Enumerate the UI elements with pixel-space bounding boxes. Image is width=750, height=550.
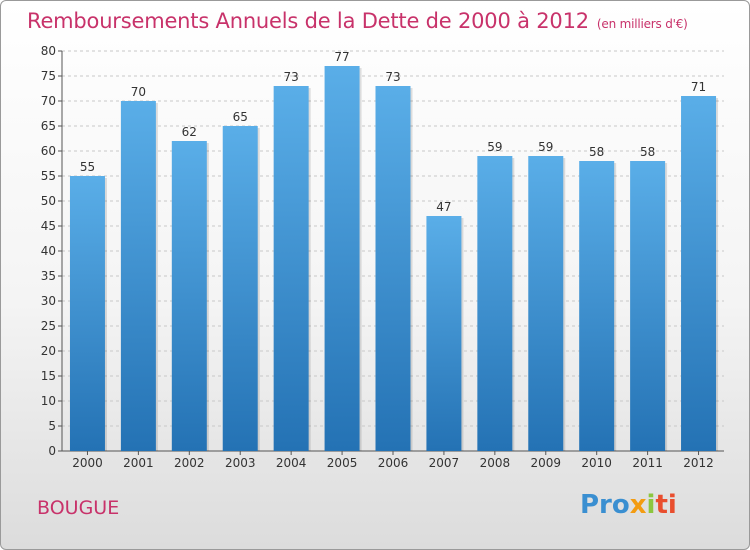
bar: [324, 66, 360, 451]
y-tick-label: 25: [41, 319, 56, 333]
bar-value-label: 55: [80, 160, 95, 174]
logo-part: ti: [655, 490, 677, 520]
bar-value-label: 58: [640, 145, 655, 159]
y-tick-label: 10: [41, 394, 56, 408]
x-tick-label: 2012: [683, 456, 714, 470]
bar: [477, 156, 513, 451]
x-tick-label: 2002: [174, 456, 205, 470]
logo-part: x: [629, 490, 647, 520]
y-tick-label: 45: [41, 219, 56, 233]
bar: [69, 176, 105, 451]
y-tick-label: 15: [41, 369, 56, 383]
x-tick-label: 2009: [530, 456, 561, 470]
bar-value-label: 65: [233, 110, 248, 124]
x-tick-label: 2003: [225, 456, 256, 470]
logo-part: i: [646, 490, 656, 520]
x-tick-label: 2010: [581, 456, 612, 470]
bar: [171, 141, 207, 451]
bar-value-label: 59: [538, 140, 553, 154]
bar: [120, 101, 156, 451]
x-tick-label: 2001: [123, 456, 154, 470]
bar: [630, 161, 666, 451]
x-tick-label: 2000: [72, 456, 103, 470]
y-tick-label: 70: [41, 94, 56, 108]
bar-value-label: 59: [487, 140, 502, 154]
bar-value-label: 47: [436, 200, 451, 214]
y-tick-label: 65: [41, 119, 56, 133]
bar-value-label: 71: [691, 80, 706, 94]
y-tick-label: 20: [41, 344, 56, 358]
bar: [579, 161, 615, 451]
x-tick-label: 2011: [632, 456, 663, 470]
bars: [69, 66, 719, 451]
bar-value-label: 62: [182, 125, 197, 139]
logo-part: Pro: [580, 490, 630, 520]
y-tick-label: 50: [41, 194, 56, 208]
y-tick-label: 35: [41, 269, 56, 283]
y-tick-label: 80: [41, 44, 56, 58]
bar: [426, 216, 462, 451]
bar: [273, 86, 309, 451]
bar: [681, 96, 717, 451]
chart-subtitle: (en milliers d'€): [596, 17, 688, 31]
bar-value-label: 77: [334, 50, 349, 64]
chart-title: Remboursements Annuels de la Dette de 20…: [27, 9, 688, 33]
bar-value-label: 58: [589, 145, 604, 159]
y-tick-label: 60: [41, 144, 56, 158]
x-tick-label: 2008: [480, 456, 511, 470]
bar-value-label: 70: [131, 85, 146, 99]
bar-value-label: 73: [385, 70, 400, 84]
x-tick-label: 2005: [327, 456, 358, 470]
x-tick-label: 2006: [378, 456, 409, 470]
x-tick-label: 2004: [276, 456, 307, 470]
bar-value-label: 73: [284, 70, 299, 84]
y-tick-label: 30: [41, 294, 56, 308]
y-tick-label: 75: [41, 69, 56, 83]
y-tick-label: 0: [48, 444, 56, 458]
y-tick-label: 55: [41, 169, 56, 183]
x-tick-label: 2007: [429, 456, 460, 470]
bar: [375, 86, 411, 451]
chart-title-text: Remboursements Annuels de la Dette de 20…: [27, 9, 589, 33]
proxiti-logo[interactable]: Proxiti: [580, 490, 677, 520]
y-tick-label: 40: [41, 244, 56, 258]
bar: [528, 156, 564, 451]
labels: 0 5 10 15 20 25 30 35 40 45 50 55 60 65 70 75 80 55 2000 70…: [41, 44, 714, 470]
bar: [222, 126, 258, 451]
y-tick-label: 5: [48, 419, 56, 433]
city-name: BOUGUE: [37, 497, 120, 519]
